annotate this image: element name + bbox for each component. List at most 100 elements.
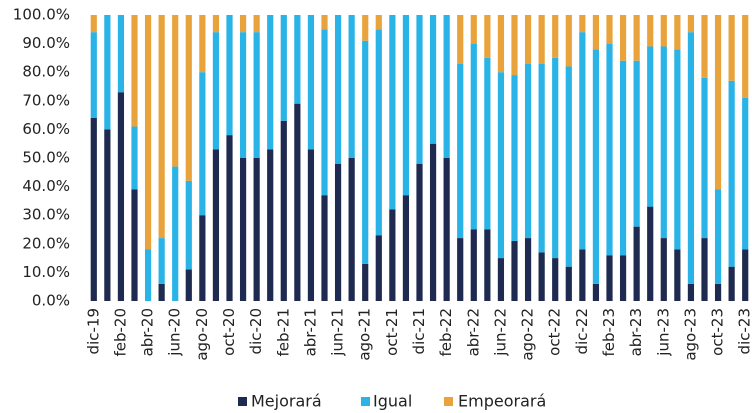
x-tick-label: feb-23 [600,308,618,357]
bar-segment [212,15,220,33]
legend-label: Empeorará [458,392,546,411]
x-tick-label: abr-20 [139,308,157,356]
bar-segment [117,92,125,301]
bar-segment [416,163,423,301]
bar-segment [470,15,477,44]
bar-segment [524,238,532,301]
x-tick-label: dic-22 [573,308,591,354]
bar-segment [375,29,382,236]
x-tick-label: oct-20 [220,308,238,356]
bar-segment [280,120,287,301]
bar-segment [334,163,342,301]
legend-swatch [444,397,453,406]
bar-segment [199,215,206,301]
bar-segment [226,135,233,301]
bar-segment [565,66,572,267]
bar-segment [552,15,559,58]
legend-label: Igual [373,392,412,411]
bar-segment [701,77,708,239]
x-tick-label: oct-21 [383,308,401,356]
y-tick-label: 0.0% [32,292,70,310]
bar-segment [484,15,491,58]
x-tick-label: dic-19 [84,308,102,354]
bar-segment [592,283,600,301]
bar-segment [267,149,274,301]
bar-segment [212,149,220,301]
bar-segment [416,15,423,164]
bar-segment [321,195,328,301]
bar-segment [470,229,477,301]
x-tick-label: dic-21 [410,308,428,354]
bar-segment [511,15,518,76]
bar-segment [606,255,613,301]
bar-segment [538,252,545,301]
bar-segment [172,15,179,167]
legend-swatch [361,397,370,406]
bar-segment [660,238,667,301]
bar-segment [158,238,165,284]
bar-segment [660,15,667,47]
bar-segment [606,43,613,256]
legend-swatch [238,397,247,406]
bar-segment [158,283,165,301]
y-tick-label: 30.0% [22,206,70,224]
x-tick-label: dic-23 [736,308,752,354]
bar-segment [701,238,708,301]
bar-segment [280,15,287,121]
x-tick-label: ago-21 [356,308,374,361]
bar-segment [728,15,735,81]
bar-segment [470,43,477,230]
bar-segment [484,57,491,230]
x-tick-label: jun-21 [329,308,347,357]
bar-segment [565,266,572,301]
bar-segment [674,49,681,250]
bar-segment [321,29,328,196]
bar-segment [199,15,206,73]
bar-segment [294,103,301,301]
bar-segment [674,249,681,301]
bar-segment [687,32,695,284]
bar-segment [294,15,301,104]
bar-segment [701,15,708,78]
y-tick-label: 60.0% [22,120,70,138]
x-tick-label: abr-23 [627,308,645,356]
bar-segment [579,32,586,250]
bar-segment [185,15,192,181]
bar-segment [144,249,152,301]
bar-segment [552,258,559,301]
bar-segment [511,240,518,301]
bar-segment [619,255,627,301]
bar-segment [457,63,464,239]
bar-segment [647,206,654,301]
bar-segment [239,158,247,301]
bar-segment [552,57,559,259]
x-tick-label: ago-20 [193,308,211,361]
bar-segment [592,49,600,284]
y-tick-label: 80.0% [22,63,70,81]
bar-segment [443,15,450,158]
bar-segment [131,15,138,127]
x-tick-label: jun-22 [491,308,509,357]
bar-segment [226,15,233,136]
bar-segment [104,129,111,301]
bar-segment [728,266,735,301]
x-tick-label: abr-21 [301,308,319,356]
bar-segment [389,209,396,301]
bar-segment [307,149,315,301]
bar-segment [239,15,247,33]
bar-segment [267,15,274,150]
bar-segment [674,15,681,50]
bar-segment [714,283,722,301]
bar-segment [524,15,532,64]
bar-segment [457,15,464,64]
bar-segment [497,258,505,301]
bar-segment [348,15,355,158]
bar-segment [239,32,247,158]
bar-segment [538,15,545,64]
bar-segment [660,46,667,239]
bar-segment [484,229,491,301]
bar-segment [321,15,328,30]
bar-segment [362,263,369,301]
bar-segment [647,46,654,207]
